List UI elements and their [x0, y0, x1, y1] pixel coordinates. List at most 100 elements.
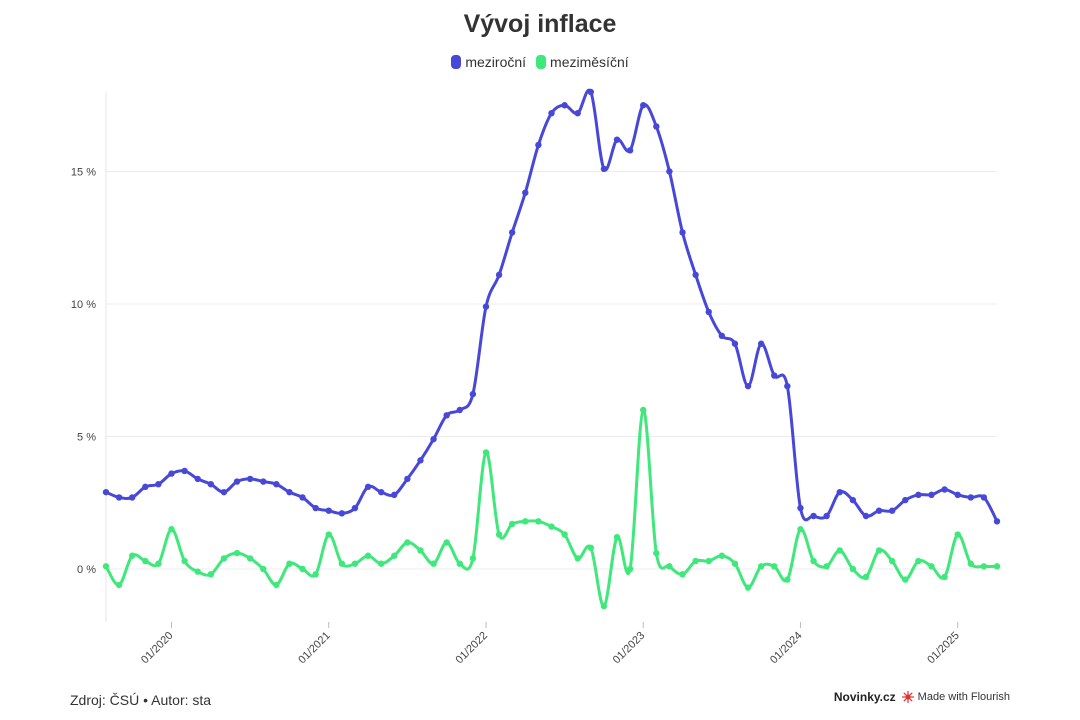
flourish-label: Made with Flourish	[917, 691, 1010, 703]
data-point-mezirocni	[823, 512, 830, 520]
data-point-mezirocni	[784, 382, 791, 390]
data-point-mezirocni	[653, 123, 660, 130]
data-point-mezirocni	[391, 491, 398, 498]
data-point-mezirocni	[928, 491, 935, 498]
data-point-mezimesicni	[430, 560, 437, 567]
data-point-mezirocni	[993, 518, 1001, 525]
data-point-mezimesicni	[718, 552, 726, 559]
data-point-mezirocni	[744, 382, 752, 390]
data-point-mezimesicni	[653, 549, 660, 557]
data-point-mezimesicni	[404, 539, 411, 546]
x-tick-label: 01/2020	[139, 630, 176, 667]
brand-logo[interactable]: Novinky.cz	[833, 690, 896, 704]
data-point-mezimesicni	[377, 560, 385, 567]
data-point-mezirocni	[351, 504, 359, 512]
data-point-mezirocni	[404, 475, 411, 483]
data-point-mezimesicni	[849, 565, 857, 573]
data-point-mezimesicni	[142, 557, 149, 565]
data-point-mezirocni	[548, 110, 555, 117]
data-point-mezirocni	[299, 494, 306, 501]
data-point-mezirocni	[129, 494, 136, 501]
data-point-mezirocni	[207, 481, 215, 488]
flourish-badge[interactable]: Made with Flourish	[901, 691, 1010, 703]
data-point-mezirocni	[967, 494, 974, 501]
data-point-mezirocni	[273, 481, 280, 488]
data-point-mezirocni	[888, 507, 896, 514]
data-point-mezirocni	[640, 102, 647, 109]
data-point-mezimesicni	[731, 560, 739, 567]
data-point-mezirocni	[469, 390, 477, 398]
data-point-mezimesicni	[771, 563, 778, 570]
x-tick-label: 01/2024	[768, 630, 805, 667]
data-point-mezirocni	[377, 488, 385, 496]
data-point-mezimesicni	[168, 526, 175, 533]
data-point-mezimesicni	[129, 552, 136, 559]
x-tick-label: 01/2023	[611, 630, 648, 667]
data-point-mezirocni	[902, 496, 909, 504]
data-point-mezirocni	[771, 372, 778, 379]
data-point-mezirocni	[836, 488, 843, 496]
data-point-mezimesicni	[548, 523, 555, 530]
data-point-mezimesicni	[115, 581, 123, 589]
data-point-mezimesicni	[692, 557, 699, 565]
data-point-mezimesicni	[273, 581, 280, 589]
data-point-mezimesicni	[364, 552, 372, 559]
y-tick-label: 0 %	[77, 564, 96, 576]
y-tick-label: 5 %	[77, 432, 96, 444]
data-point-mezimesicni	[993, 563, 1001, 570]
legend-swatch-meziroční	[451, 55, 462, 69]
data-point-mezirocni	[626, 147, 634, 154]
legend-label-meziměsíční: meziměsíční	[550, 54, 629, 70]
data-point-mezirocni	[849, 496, 857, 504]
data-point-mezirocni	[862, 512, 870, 520]
legend: meziroční meziměsíční	[0, 54, 1080, 70]
data-point-mezimesicni	[495, 531, 503, 538]
data-point-mezimesicni	[613, 534, 621, 541]
data-point-mezirocni	[508, 229, 516, 236]
data-point-mezimesicni	[823, 563, 830, 570]
data-point-mezimesicni	[312, 571, 319, 578]
data-point-mezimesicni	[391, 552, 398, 559]
chart-title: Vývoj inflace	[463, 10, 617, 38]
data-point-mezirocni	[705, 308, 712, 316]
data-point-mezirocni	[430, 435, 437, 443]
x-tick-label: 01/2022	[454, 630, 491, 667]
data-point-mezimesicni	[980, 563, 988, 570]
data-point-mezirocni	[286, 488, 293, 496]
legend-label-meziroční: meziroční	[465, 54, 527, 70]
data-point-mezirocni	[718, 332, 726, 339]
data-point-mezimesicni	[666, 563, 673, 570]
data-point-mezimesicni	[561, 531, 568, 538]
data-point-mezimesicni	[928, 563, 935, 570]
data-point-mezimesicni	[325, 531, 332, 538]
legend-item-meziroční[interactable]: meziroční	[451, 54, 526, 70]
data-point-mezimesicni	[954, 531, 961, 538]
data-point-mezirocni	[692, 271, 699, 279]
data-point-mezimesicni	[626, 565, 634, 573]
data-point-mezimesicni	[456, 560, 463, 567]
data-point-mezirocni	[443, 412, 450, 419]
data-point-mezimesicni	[535, 518, 542, 525]
data-point-mezimesicni	[469, 555, 477, 562]
data-point-mezimesicni	[941, 573, 948, 581]
data-point-mezimesicni	[574, 555, 581, 562]
data-point-mezimesicni	[810, 557, 817, 565]
data-point-mezimesicni	[443, 539, 450, 546]
data-point-mezirocni	[142, 483, 149, 491]
data-point-mezirocni	[260, 478, 267, 485]
legend-item-meziměsíční[interactable]: meziměsíční	[536, 54, 629, 70]
data-point-mezirocni	[797, 504, 804, 512]
data-point-mezirocni	[181, 467, 188, 475]
data-point-mezirocni	[980, 494, 988, 501]
data-point-mezimesicni	[784, 576, 791, 583]
flourish-star-icon	[901, 691, 914, 703]
data-point-mezimesicni	[875, 547, 883, 554]
data-point-mezirocni	[168, 470, 175, 477]
data-point-mezirocni	[194, 475, 201, 483]
data-point-mezimesicni	[744, 584, 752, 591]
data-point-mezimesicni	[797, 526, 804, 533]
legend-swatch-meziměsíční	[536, 55, 547, 69]
data-point-mezirocni	[600, 165, 608, 173]
data-point-mezimesicni	[757, 563, 765, 570]
